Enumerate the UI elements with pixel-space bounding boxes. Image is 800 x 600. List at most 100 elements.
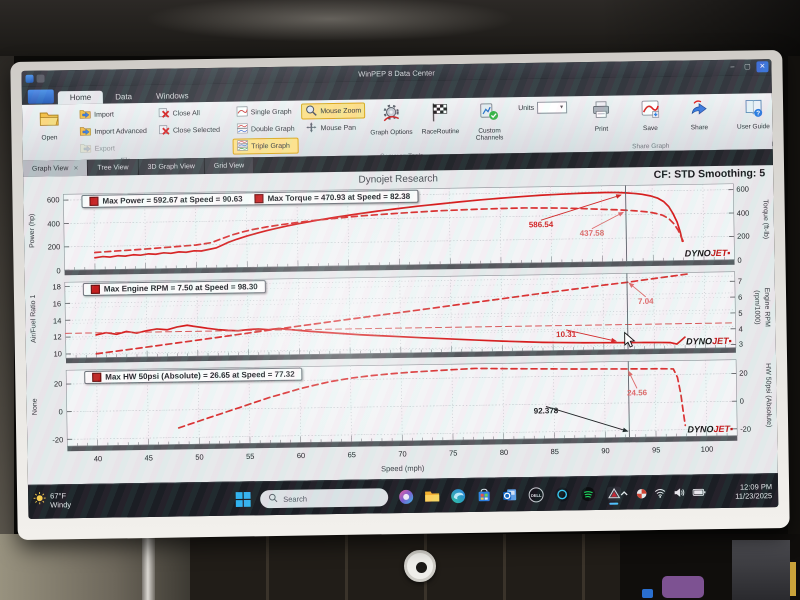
left-tick-label: 600: [46, 195, 60, 205]
right-tick-label: 600: [736, 184, 749, 195]
right-tick-label: 6: [738, 292, 743, 302]
ribbon-tab-home[interactable]: Home: [57, 90, 104, 105]
svg-text:DELL: DELL: [530, 493, 541, 498]
chart-2: 7.04 10.31 Max Engine RPM = 7.50 at Speed …: [25, 269, 776, 369]
left-tick-label: 16: [52, 298, 62, 309]
tray-volume-icon[interactable]: [673, 487, 685, 499]
tray-battery-icon[interactable]: [692, 487, 706, 497]
button-label: Triple Graph: [251, 142, 290, 150]
units-dropdown[interactable]: ▼: [537, 101, 568, 114]
button-label: Import Advanced: [94, 127, 147, 136]
folder-open-icon: [39, 108, 59, 133]
taskbar-dell-icon[interactable]: DELL: [527, 483, 544, 507]
svg-text:50: 50: [195, 453, 203, 462]
file-menu-button[interactable]: [27, 89, 54, 104]
clock-date: 11/23/2025: [735, 491, 773, 501]
taskbar-copilot-icon[interactable]: [397, 485, 414, 509]
taskbar-file-explorer-icon[interactable]: [423, 484, 440, 508]
system-tray: [619, 475, 707, 510]
taskbar-spotify-icon[interactable]: [579, 482, 596, 506]
wall-left: [0, 534, 190, 600]
left-axis-title: Power (hp): [28, 213, 37, 248]
svg-text:85: 85: [551, 447, 559, 456]
active-app-indicator: [609, 502, 619, 505]
left-tick-label: 12: [53, 332, 62, 342]
svg-text:75: 75: [449, 449, 457, 458]
charts-area: 586.54 437.58 Max Power = 592.67 at Speed …: [23, 181, 777, 479]
tab-label: Grid View: [213, 161, 245, 170]
save-button[interactable]: Save: [627, 96, 674, 134]
tray-chevron-up-icon[interactable]: [619, 488, 629, 498]
svg-text:24.56: 24.56: [627, 388, 648, 397]
room-side-left: [0, 56, 14, 534]
ribbon-tab-data[interactable]: Data: [115, 92, 133, 102]
weather-widget[interactable]: 67°F Windy: [33, 491, 71, 510]
print-button[interactable]: Print: [578, 96, 625, 134]
taskbar-outlook-icon[interactable]: [501, 483, 518, 507]
tray-security-icon[interactable]: [636, 488, 647, 499]
folder-import-icon: [79, 125, 91, 139]
sun-icon: [33, 492, 46, 510]
single-graph-button[interactable]: Single Graph: [232, 104, 299, 121]
share-button[interactable]: Share: [676, 95, 723, 133]
tab-graph-view[interactable]: Graph View ✕: [22, 159, 89, 177]
quick-access-toolbar: [25, 74, 45, 83]
left-tick-label: 18: [52, 282, 61, 292]
right-tick-label: 7: [737, 276, 743, 286]
left-tick-label: 20: [53, 379, 63, 389]
start-button[interactable]: [234, 487, 251, 511]
raceroutine-button[interactable]: RaceRoutine: [417, 99, 464, 137]
taskbar-store-icon[interactable]: [475, 484, 492, 508]
taskbar-alexa-icon[interactable]: [553, 482, 570, 506]
close-all-button[interactable]: Close All: [154, 105, 224, 122]
button-label: Import: [94, 110, 115, 119]
dynojet-watermark: DYNOJET▪: [684, 247, 731, 259]
legend-text: Max Power = 592.67 at Speed = 90.63: [102, 194, 243, 206]
legend-item: Max Engine RPM = 7.50 at Speed = 98.30: [90, 282, 258, 294]
close-button[interactable]: ✕: [756, 61, 769, 73]
tray-wifi-icon[interactable]: [654, 487, 666, 499]
tab-label: Tree View: [97, 163, 129, 172]
left-tick-label: 200: [47, 242, 61, 252]
machinery: [620, 534, 800, 600]
quick-access-icon[interactable]: [36, 74, 45, 83]
svg-text:70: 70: [398, 449, 406, 458]
app-icon: [25, 74, 34, 83]
mouse-zoom-button[interactable]: Mouse Zoom: [301, 102, 366, 120]
taskbar-clock[interactable]: 12:09 PM 11/23/2025: [735, 482, 772, 501]
ribbon-group-share-graph: Print Save Share Share Graph: [574, 94, 727, 152]
minimize-button[interactable]: –: [730, 63, 735, 71]
ribbon-group-common-tools: Single Graph Double Graph Triple Graph Mous…: [228, 96, 575, 160]
taskbar-winpep-icon[interactable]: [605, 482, 622, 506]
right-tick-label: -20: [740, 424, 752, 434]
dark-corner: [600, 0, 800, 56]
tab-grid-view[interactable]: Grid View: [204, 157, 255, 175]
tab-tree-view[interactable]: Tree View: [88, 159, 139, 176]
graph-options-button[interactable]: Graph Options: [368, 100, 415, 138]
taskbar-edge-icon[interactable]: [449, 484, 466, 508]
maximize-button[interactable]: ▢: [744, 63, 751, 71]
custom-channels-button[interactable]: Custom Channels: [466, 98, 513, 143]
svg-text:80: 80: [500, 448, 508, 457]
close-selected-button[interactable]: Close Selected: [154, 122, 224, 139]
machine-box: [732, 540, 790, 600]
legend-marker-icon: [92, 372, 102, 382]
import-button[interactable]: Import: [75, 106, 151, 123]
right-tick-label: 20: [739, 368, 748, 378]
mouse-pan-button[interactable]: Mouse Pan: [301, 120, 365, 137]
double-graph-button[interactable]: Double Graph: [232, 121, 299, 138]
triple-graph-button[interactable]: Triple Graph: [232, 137, 299, 155]
search-input[interactable]: Search: [260, 488, 389, 509]
close-red-icon: [158, 124, 170, 138]
button-label: RaceRoutine: [421, 128, 460, 136]
export-button[interactable]: Export: [76, 140, 152, 157]
tab-3d-graph-view[interactable]: 3D Graph View: [138, 158, 206, 176]
ribbon-tab-windows[interactable]: Windows: [156, 91, 189, 101]
user-guide-button[interactable]: ? User Guide: [730, 94, 777, 132]
import-advanced-button[interactable]: Import Advanced: [75, 123, 151, 140]
open-button[interactable]: Open: [26, 105, 73, 143]
svg-text:7.04: 7.04: [638, 297, 654, 306]
gear-graph-icon: [381, 103, 401, 128]
close-tab-icon[interactable]: ✕: [73, 165, 79, 172]
